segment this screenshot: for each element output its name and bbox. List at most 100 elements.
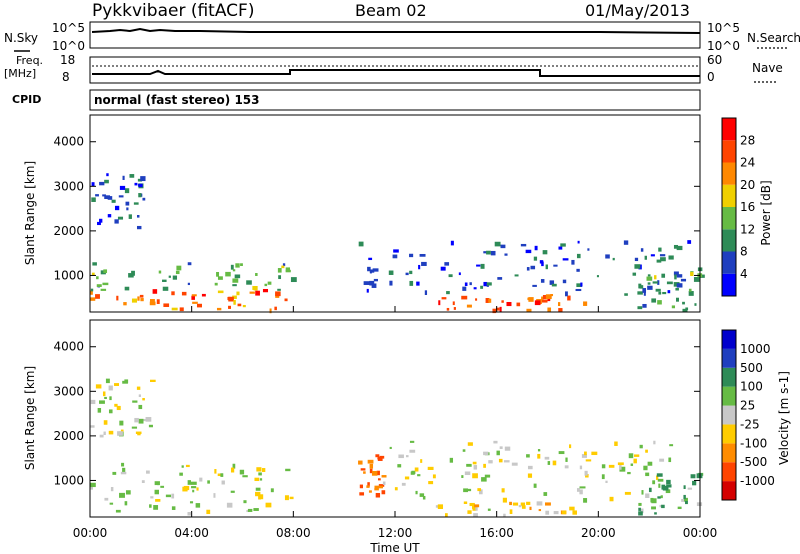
colorbar-segment (722, 462, 736, 482)
data-cell (477, 488, 482, 492)
data-cell (269, 308, 272, 314)
data-cell (541, 261, 544, 267)
y-tick-label: 3000 (53, 384, 84, 398)
data-cell (529, 506, 532, 511)
data-cell (235, 263, 240, 268)
data-cell (142, 197, 146, 201)
data-cell (230, 490, 235, 493)
data-cell (187, 282, 190, 286)
noise-right-tick-bottom: 10^0 (707, 39, 740, 53)
data-cell (666, 484, 672, 488)
data-cell (639, 285, 644, 289)
data-cell (562, 279, 567, 284)
data-cell (553, 511, 559, 515)
data-cell (247, 508, 253, 512)
data-cell (682, 308, 688, 313)
data-cell (165, 494, 172, 498)
data-cell (401, 482, 406, 486)
data-cell (91, 272, 95, 276)
data-cell (552, 460, 557, 466)
data-cell (583, 498, 588, 503)
data-cell (182, 486, 188, 492)
data-cell (543, 492, 548, 496)
data-cell (657, 478, 664, 482)
data-cell (562, 258, 569, 261)
data-cell (661, 504, 665, 509)
data-cell (381, 475, 387, 478)
data-cell (444, 262, 450, 266)
data-cell (520, 502, 526, 506)
data-cell (666, 479, 671, 485)
data-cell (404, 476, 410, 480)
data-cell (558, 246, 563, 250)
data-cell (609, 496, 614, 502)
cpid-text: normal (fast stereo) 153 (94, 93, 260, 107)
data-cell (118, 195, 124, 198)
data-cell (658, 247, 662, 252)
data-cell (608, 464, 615, 468)
data-cell (206, 509, 211, 515)
data-cell (246, 280, 252, 285)
data-cell (398, 454, 404, 459)
data-cell (249, 291, 255, 294)
colorbar-segment (722, 367, 736, 387)
data-cell (163, 303, 170, 307)
data-cell (605, 254, 610, 259)
data-cell (669, 444, 674, 447)
data-cell (469, 502, 475, 507)
data-cell (681, 498, 686, 502)
data-cell (483, 281, 488, 287)
data-cell (119, 185, 126, 190)
data-cell (637, 291, 643, 295)
y-tick-label: 2000 (53, 224, 84, 238)
data-cell (565, 291, 568, 297)
data-cell (630, 463, 634, 466)
data-cell (647, 461, 653, 466)
colorbar-tick-label: -500 (740, 455, 767, 469)
data-cell (388, 270, 394, 275)
freq-panel: Freq. [MHz] 18 8 60 0 Nave (4, 53, 783, 84)
colorbar-tick-label: 12 (740, 222, 755, 236)
data-cell (104, 179, 109, 184)
data-cell (580, 282, 583, 287)
data-cell (684, 497, 688, 502)
data-cell (687, 240, 692, 244)
data-cell (545, 502, 551, 506)
data-cell (95, 384, 102, 389)
velocity-y-axis: 1000 2000 3000 4000 (53, 340, 700, 487)
data-cell (138, 193, 142, 198)
data-cell (131, 426, 138, 429)
data-cell (187, 262, 192, 266)
x-tick-label: 04:00 (174, 526, 209, 540)
data-cell (119, 420, 124, 426)
data-cell (278, 275, 282, 280)
data-cell (575, 288, 582, 292)
data-cell (117, 431, 123, 436)
data-cell (138, 404, 143, 410)
data-cell (581, 454, 587, 458)
data-cell (648, 487, 652, 493)
data-cell (120, 471, 127, 475)
colorbar-tick-label: 28 (740, 133, 755, 147)
beam-title: Beam 02 (355, 1, 427, 20)
cpid-panel: CPID normal (fast stereo) 153 (12, 89, 701, 111)
data-cell (155, 498, 161, 502)
data-cell (458, 272, 461, 276)
data-cell (624, 491, 631, 495)
data-cell (526, 267, 530, 271)
data-cell (191, 295, 195, 300)
data-cell (213, 493, 216, 498)
data-cell (541, 300, 548, 303)
data-cell (264, 283, 268, 287)
data-cell (409, 270, 413, 275)
data-cell (424, 290, 428, 296)
data-cell (99, 218, 103, 223)
data-cell (483, 463, 486, 468)
data-cell (108, 385, 113, 391)
data-cell (676, 245, 683, 251)
data-cell (232, 463, 236, 469)
y-tick-label: 4000 (53, 135, 84, 149)
data-cell (577, 240, 580, 244)
data-cell (137, 296, 140, 301)
data-cell (481, 477, 487, 482)
